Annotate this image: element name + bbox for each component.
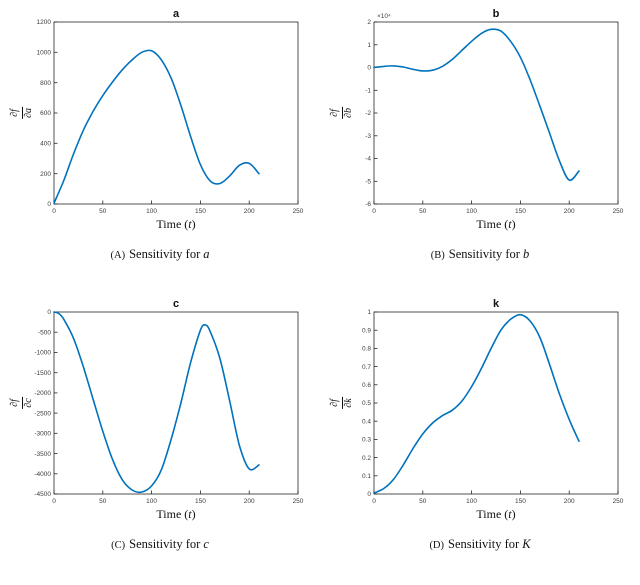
svg-text:-5: -5	[365, 179, 371, 186]
svg-text:-4000: -4000	[34, 471, 51, 478]
svg-text:200: 200	[244, 498, 255, 505]
svg-text:150: 150	[515, 208, 526, 215]
svg-text:-1000: -1000	[34, 350, 51, 357]
svg-text:200: 200	[40, 171, 51, 178]
svg-text:250: 250	[613, 208, 624, 215]
plot-c-svg: 0 50 100 150 200 250 0 -500 -1000 -1500 -2000 -2500…	[34, 298, 304, 521]
svg-text:600: 600	[40, 110, 51, 117]
chart-d: ∂f ∂k 0 50 100 150 200 250 0 0.1 0.2 0.3 0.4 0.5 0.6…	[329, 296, 630, 528]
caption-text: Sensitivity for	[129, 537, 201, 551]
plot-a-svg: 0 50 100 150 200 250 0 200 400 600 800 1000 1200 a Tim…	[37, 8, 304, 231]
caption-label: (D)	[429, 540, 445, 551]
svg-text:50: 50	[99, 498, 107, 505]
svg-text:0.7: 0.7	[362, 364, 371, 371]
svg-text:Time (t): Time (t)	[156, 507, 195, 521]
svg-text:k: k	[493, 298, 500, 310]
svg-text:100: 100	[466, 208, 477, 215]
svg-text:0.8: 0.8	[362, 346, 371, 353]
svg-text:-1500: -1500	[34, 370, 51, 377]
caption-a: (A) Sensitivity for a	[4, 247, 316, 262]
svg-text:0: 0	[52, 498, 56, 505]
svg-text:×10⁴: ×10⁴	[377, 13, 391, 20]
svg-text:100: 100	[146, 208, 157, 215]
svg-text:0: 0	[52, 208, 56, 215]
plot-d-svg: 0 50 100 150 200 250 0 0.1 0.2 0.3 0.4 0.5 0.6 0.7 0.8…	[362, 298, 624, 521]
svg-text:0.9: 0.9	[362, 327, 371, 334]
svg-text:0: 0	[47, 309, 51, 316]
caption-text: Sensitivity for	[448, 247, 520, 261]
chart-a: ∂f ∂a 0 50 100 150 200 250 0 200 400 600 800 1000 12…	[9, 6, 310, 238]
svg-text:250: 250	[293, 208, 304, 215]
svg-text:Time (t): Time (t)	[156, 217, 195, 231]
svg-text:200: 200	[244, 208, 255, 215]
svg-text:1200: 1200	[37, 19, 52, 26]
caption-text: Sensitivity for	[129, 247, 201, 261]
svg-text:-1: -1	[365, 88, 371, 95]
caption-d: (D) Sensitivity for K	[324, 537, 636, 552]
chart-b: ∂f ∂b 0 50 100 150 200 250 2 1 0 -1 -2 -3 -4 -5 -6 ×10⁴…	[329, 6, 630, 238]
caption-label: (A)	[110, 250, 126, 261]
svg-text:0: 0	[367, 65, 371, 72]
panel-a: ∂f ∂a 0 50 100 150 200 250 0 200 400 600 800 1000 12…	[4, 6, 316, 262]
svg-text:200: 200	[564, 208, 575, 215]
svg-text:1: 1	[367, 309, 371, 316]
chart-c: ∂f ∂c 0 50 100 150 200 250 0 -500 -1000 -1500 -200…	[9, 296, 310, 528]
svg-text:0: 0	[372, 208, 376, 215]
svg-text:200: 200	[564, 498, 575, 505]
svg-text:400: 400	[40, 141, 51, 148]
caption-c: (C) Sensitivity for c	[4, 537, 316, 552]
caption-variable: c	[203, 537, 209, 551]
sensitivity-figure: ∂f ∂a 0 50 100 150 200 250 0 200 400 600 800 1000 12…	[4, 6, 636, 552]
svg-text:800: 800	[40, 80, 51, 87]
panel-b: ∂f ∂b 0 50 100 150 200 250 2 1 0 -1 -2 -3 -4 -5 -6 ×10⁴…	[324, 6, 636, 262]
svg-text:150: 150	[195, 208, 206, 215]
svg-text:0: 0	[372, 498, 376, 505]
svg-text:0.4: 0.4	[362, 418, 371, 425]
svg-text:0: 0	[47, 201, 51, 208]
svg-text:0.2: 0.2	[362, 455, 371, 462]
svg-text:c: c	[173, 298, 179, 310]
caption-b: (B) Sensitivity for b	[324, 247, 636, 262]
svg-text:-4: -4	[365, 156, 371, 163]
svg-text:1: 1	[367, 42, 371, 49]
svg-text:0.3: 0.3	[362, 437, 371, 444]
svg-text:150: 150	[515, 498, 526, 505]
svg-text:0.1: 0.1	[362, 473, 371, 480]
svg-text:Time (t): Time (t)	[476, 217, 515, 231]
caption-variable: K	[522, 537, 531, 551]
svg-text:50: 50	[99, 208, 107, 215]
svg-text:100: 100	[466, 498, 477, 505]
svg-text:50: 50	[419, 498, 427, 505]
svg-text:-3: -3	[365, 133, 371, 140]
svg-text:-2500: -2500	[34, 410, 51, 417]
svg-text:-500: -500	[38, 329, 51, 336]
svg-text:250: 250	[613, 498, 624, 505]
svg-text:150: 150	[195, 498, 206, 505]
svg-text:-4500: -4500	[34, 491, 51, 498]
caption-variable: b	[522, 247, 530, 261]
svg-text:0.5: 0.5	[362, 400, 371, 407]
plot-b-svg: 0 50 100 150 200 250 2 1 0 -1 -2 -3 -4 -5 -6 ×10⁴ b Time …	[365, 8, 624, 231]
panel-c: ∂f ∂c 0 50 100 150 200 250 0 -500 -1000 -1500 -200…	[4, 296, 316, 552]
svg-text:100: 100	[146, 498, 157, 505]
svg-text:a: a	[173, 8, 180, 20]
svg-text:50: 50	[419, 208, 427, 215]
svg-text:0: 0	[367, 491, 371, 498]
caption-text: Sensitivity for	[448, 537, 520, 551]
svg-text:250: 250	[293, 498, 304, 505]
svg-text:1000: 1000	[37, 50, 52, 57]
svg-text:b: b	[493, 8, 500, 20]
svg-text:-2: -2	[365, 110, 371, 117]
caption-variable: a	[203, 247, 210, 261]
caption-label: (B)	[430, 250, 445, 261]
svg-text:-6: -6	[365, 201, 371, 208]
caption-label: (C)	[111, 540, 126, 551]
svg-text:-3500: -3500	[34, 451, 51, 458]
svg-text:Time (t): Time (t)	[476, 507, 515, 521]
panel-d: ∂f ∂k 0 50 100 150 200 250 0 0.1 0.2 0.3 0.4 0.5 0.6…	[324, 296, 636, 552]
svg-text:-3000: -3000	[34, 431, 51, 438]
svg-text:-2000: -2000	[34, 390, 51, 397]
svg-text:0.6: 0.6	[362, 382, 371, 389]
svg-text:2: 2	[367, 19, 371, 26]
